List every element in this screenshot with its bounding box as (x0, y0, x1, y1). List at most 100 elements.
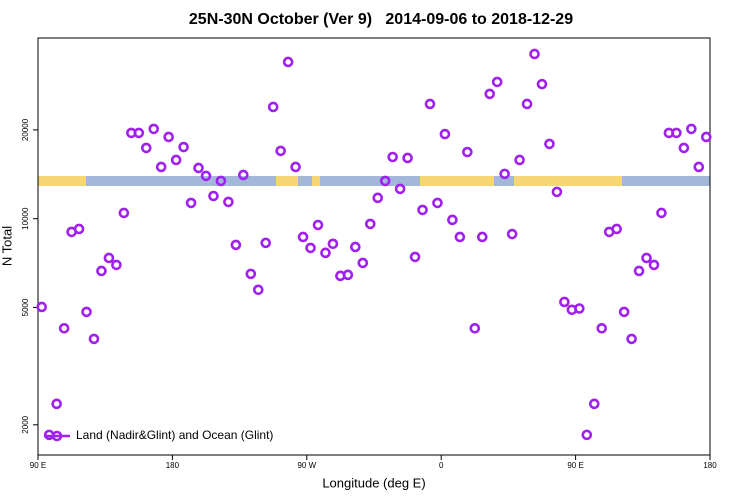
point (588, 398, 600, 410)
legend-marker (51, 430, 63, 442)
land-ocean-band (38, 176, 710, 186)
point (447, 214, 458, 226)
point (245, 268, 257, 280)
x-tick-label: 180 (703, 461, 717, 470)
point (208, 190, 219, 202)
x-tick-label: 90 E (567, 461, 583, 470)
ocean-band (38, 176, 710, 186)
point (193, 162, 204, 174)
y-tick-label: 5000 (21, 298, 30, 316)
point (81, 306, 92, 318)
point (409, 251, 421, 263)
legend: Land (Nadir&Glint) and Ocean (Glint) (44, 428, 273, 442)
point (252, 284, 264, 296)
point (491, 76, 503, 88)
point (521, 98, 533, 110)
point (364, 218, 376, 230)
land-band (312, 176, 320, 186)
point (484, 88, 496, 100)
point (96, 265, 107, 277)
land-band (38, 176, 86, 186)
point (290, 161, 301, 173)
point (140, 142, 152, 154)
series (36, 48, 712, 441)
point (417, 204, 428, 216)
point (58, 322, 70, 334)
point (581, 429, 593, 441)
point (514, 154, 525, 166)
point (633, 265, 645, 277)
point (476, 231, 488, 243)
point (118, 207, 130, 219)
point (506, 228, 518, 240)
x-tick-label: 90 W (297, 461, 316, 470)
point (155, 161, 167, 173)
point (275, 145, 286, 157)
point (357, 257, 369, 269)
point (312, 219, 324, 231)
point (305, 242, 316, 254)
x-axis-title: Longitude (deg E) (322, 475, 425, 490)
point (282, 56, 294, 68)
point (551, 186, 563, 198)
point (686, 123, 697, 135)
point (559, 296, 570, 308)
point (387, 151, 398, 163)
point (536, 78, 548, 90)
point (200, 170, 212, 182)
point (394, 183, 406, 195)
point (267, 101, 279, 113)
point (103, 252, 115, 264)
point (611, 223, 622, 235)
point (260, 237, 272, 249)
x-tick-label: 0 (439, 461, 444, 470)
point (424, 98, 436, 110)
land-band (514, 176, 622, 186)
point (499, 168, 510, 180)
chart-title: 25N-30N October (Ver 9) 2014-09-06 to 20… (189, 11, 573, 28)
point (215, 175, 227, 187)
point (693, 161, 705, 173)
point (327, 238, 339, 250)
plot-frame (37, 37, 711, 456)
point (678, 142, 690, 154)
point (111, 259, 122, 271)
point (163, 131, 174, 143)
point (342, 269, 354, 281)
y-tick-label: 20000 (21, 118, 30, 141)
point (297, 231, 309, 243)
point (223, 196, 234, 208)
point (379, 175, 391, 187)
point (469, 322, 481, 334)
point (170, 154, 182, 166)
point (238, 169, 249, 181)
x-tick-label: 90 E (30, 461, 46, 470)
point (626, 333, 637, 345)
point (671, 127, 682, 139)
land-band (420, 176, 494, 186)
point (133, 127, 145, 139)
point (529, 48, 540, 60)
legend-label: Land (Nadir&Glint) and Ocean (Glint) (76, 428, 273, 442)
point (185, 197, 197, 209)
point (462, 146, 473, 158)
point (641, 252, 652, 264)
point (700, 131, 712, 143)
point (36, 301, 48, 313)
point (372, 192, 384, 204)
land-band (276, 176, 298, 186)
point (320, 247, 331, 259)
y-axis-title: N Total (0, 226, 14, 266)
point (432, 197, 443, 209)
y-tick-label: 10000 (21, 207, 30, 230)
point (350, 241, 361, 253)
point (439, 128, 451, 140)
x-tick-label: 180 (166, 461, 180, 470)
point (454, 231, 466, 243)
point (73, 223, 85, 235)
point (230, 239, 242, 251)
point (178, 141, 189, 153)
point (51, 398, 62, 410)
point (596, 322, 608, 334)
